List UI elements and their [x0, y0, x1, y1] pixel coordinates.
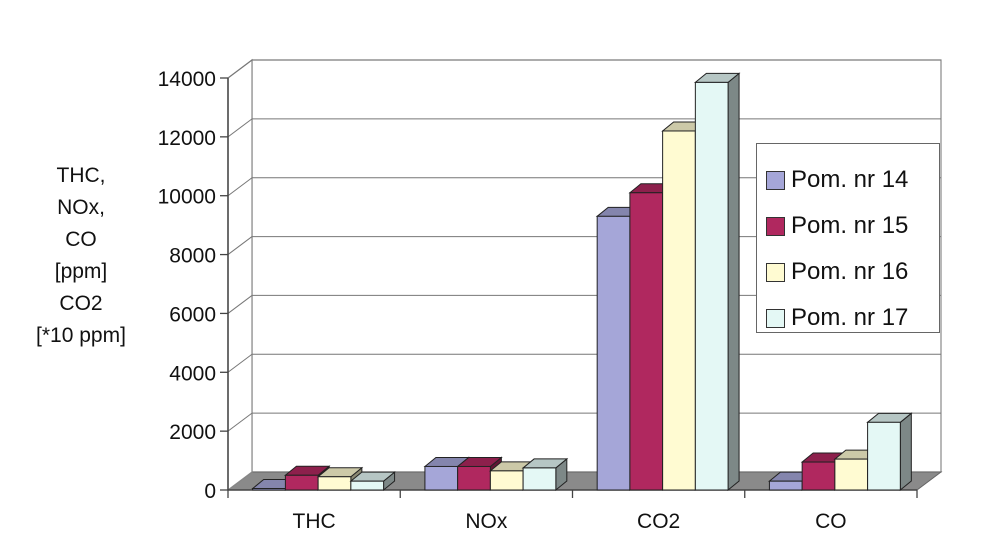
y-tick-label: 4000 — [169, 362, 216, 385]
bar-front — [350, 480, 385, 491]
y-tick-label: 8000 — [169, 245, 216, 268]
y-tick-label: 0 — [204, 480, 216, 503]
gridline — [227, 295, 253, 314]
y-tick-label: 10000 — [158, 186, 216, 209]
bar-side — [899, 412, 912, 492]
x-tick-label: CO2 — [637, 510, 680, 533]
bar-front — [284, 474, 319, 491]
y-axis-label-line: CO — [65, 228, 97, 251]
bars — [251, 72, 913, 492]
bar — [693, 72, 741, 492]
bar-front — [629, 192, 664, 491]
bar-front — [489, 470, 524, 491]
bar — [283, 465, 331, 492]
gridline — [227, 353, 253, 373]
bar-front — [768, 480, 803, 491]
y-axis-label-line: THC, — [56, 164, 106, 187]
y-axis-label-line: NOx, — [57, 196, 105, 219]
gridline — [227, 236, 253, 255]
legend-item: Pom. nr 16 — [766, 249, 939, 295]
legend-label: Pom. nr 15 — [791, 212, 909, 239]
legend-item: Pom. nr 14 — [766, 157, 939, 203]
bar — [316, 466, 364, 492]
y-tick-label: 6000 — [169, 303, 216, 326]
bar-front — [867, 421, 901, 491]
x-tick-label: CO — [815, 510, 847, 533]
legend-swatch — [766, 216, 785, 236]
legend-swatch — [766, 308, 785, 328]
bar-front — [317, 476, 352, 491]
bar-front — [457, 465, 491, 491]
bar — [866, 412, 913, 492]
legend-swatch — [766, 170, 785, 190]
gridline — [227, 118, 253, 138]
y-tick-label: 14000 — [158, 68, 216, 91]
y-tick-label: 12000 — [158, 127, 216, 150]
legend-label: Pom. nr 14 — [791, 166, 909, 193]
legend-swatch — [766, 262, 785, 282]
legend-item: Pom. nr 15 — [766, 203, 939, 249]
bar — [349, 471, 396, 492]
legend-label: Pom. nr 17 — [791, 304, 909, 331]
bar-front — [596, 215, 631, 491]
y-tick-label: 2000 — [169, 421, 216, 444]
bar-front — [801, 461, 836, 491]
y-tick-labels: 0 2000 4000 6000 8000 10000 12000 14000 — [158, 68, 216, 503]
x-tick-labels: THC NOx CO2 CO — [293, 510, 847, 533]
gridline — [227, 177, 253, 197]
legend-label: Pom. nr 16 — [791, 258, 909, 285]
bar-front — [694, 81, 729, 491]
y-axis-label-line: [*10 ppm] — [36, 324, 126, 347]
gridline — [227, 412, 253, 432]
legend-item: Pom. nr 17 — [766, 295, 939, 341]
y-axis-label: THC, NOx, CO [ppm] CO2 [*10 ppm] — [22, 160, 140, 352]
bar-front — [424, 465, 459, 491]
bar-front — [252, 488, 286, 491]
bar-front — [834, 458, 869, 491]
side-wall — [227, 58, 253, 492]
gridline — [227, 59, 253, 79]
x-tick-label: NOx — [465, 510, 508, 533]
bar-front — [522, 467, 557, 491]
x-tick-label: THC — [293, 510, 336, 533]
y-axis-label-line: CO2 — [59, 292, 103, 315]
bar-front — [662, 130, 696, 491]
bar — [521, 457, 569, 492]
bar-side — [727, 72, 740, 492]
y-axis-label-line: [ppm] — [54, 260, 108, 283]
legend: Pom. nr 14 Pom. nr 15 Pom. nr 16 Pom. nr… — [756, 143, 940, 333]
